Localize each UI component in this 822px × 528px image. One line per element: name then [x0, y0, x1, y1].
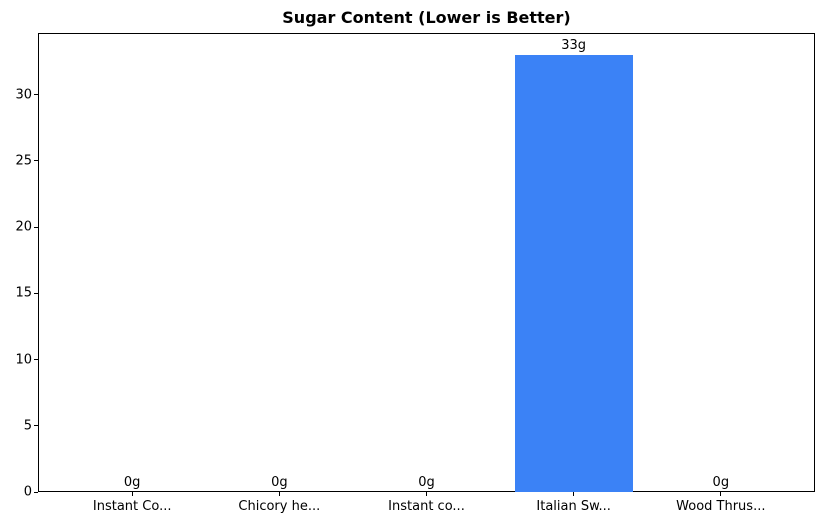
bar-value-label: 0g	[271, 475, 288, 490]
y-axis-tick	[34, 226, 38, 228]
x-axis-tick	[278, 492, 280, 496]
y-axis-tick-label: 20	[15, 219, 32, 235]
bar-value-label: 33g	[561, 37, 587, 53]
y-axis-tick-label: 5	[23, 418, 32, 434]
plot-area	[38, 33, 815, 492]
y-axis-tick	[34, 160, 38, 162]
chart-title: Sugar Content (Lower is Better)	[282, 8, 571, 27]
y-axis-tick-label: 0	[23, 484, 32, 500]
y-axis-tick	[34, 94, 38, 96]
x-axis-tick-label: Chicory he...	[238, 499, 321, 514]
y-axis-tick	[34, 359, 38, 361]
y-axis-tick	[34, 425, 38, 427]
x-axis-tick	[720, 492, 722, 496]
x-axis-tick	[426, 492, 427, 496]
y-axis-tick	[34, 292, 38, 294]
x-axis-tick-label: Instant Co...	[92, 499, 172, 514]
bar-3	[514, 54, 633, 492]
x-axis-tick	[573, 492, 575, 496]
y-axis-tick-label: 15	[15, 285, 32, 301]
x-axis-tick	[131, 492, 133, 496]
x-axis-tick-label: Instant co...	[388, 499, 465, 514]
bar-value-label: 0g	[712, 475, 730, 490]
x-axis-tick-label: Italian Sw...	[536, 499, 611, 514]
x-axis-tick-label: Wood Thrus...	[676, 499, 766, 514]
bar-value-label: 0g	[418, 475, 435, 490]
y-axis-tick-label: 30	[15, 87, 32, 103]
y-axis-tick-label: 25	[15, 153, 32, 169]
bar-value-label: 0g	[123, 475, 141, 490]
y-axis-tick	[34, 491, 38, 493]
y-axis-tick-label: 10	[15, 352, 32, 368]
